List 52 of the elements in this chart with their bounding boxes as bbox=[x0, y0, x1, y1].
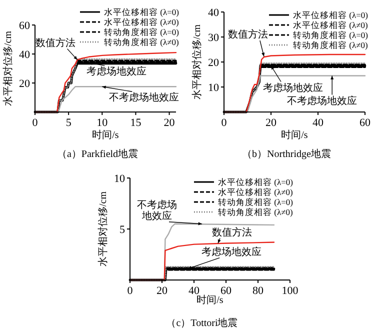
x-axis-title: 时间/s bbox=[92, 129, 119, 141]
legend-label: 转动角度相容 (λ=0) bbox=[293, 30, 368, 40]
legend-label: 水平位移相容 (λ=0) bbox=[293, 10, 368, 20]
text: （a）Parkfield地震 bbox=[56, 148, 138, 160]
x-tick-label: 5 bbox=[66, 117, 72, 129]
text: （b）Northridge地震 bbox=[242, 148, 331, 160]
legend-label: 转动角度相容 (λ=0) bbox=[218, 197, 294, 207]
annotation: 数值方法 bbox=[228, 28, 268, 40]
y-tick-label: 10 bbox=[208, 82, 220, 94]
x-tick-label: 20 bbox=[164, 117, 176, 129]
text: （c）Tottori地震 bbox=[166, 317, 238, 329]
x-tick-label: 60 bbox=[360, 117, 371, 129]
y-axis-title: 水平相对位移/cm bbox=[2, 30, 14, 106]
x-tick-label: 40 bbox=[188, 285, 200, 297]
annotation: 不考虑场地效应 bbox=[109, 92, 180, 104]
x-tick-label: 15 bbox=[130, 117, 142, 129]
legend-label: 水平位移相容 (λ≠0) bbox=[218, 187, 293, 197]
y-tick-label: 30 bbox=[208, 32, 220, 44]
y-tick-label: 60 bbox=[19, 20, 30, 32]
x-axis-title: 时间/s bbox=[196, 294, 224, 306]
annotation: 考虑场地效应 bbox=[86, 66, 147, 78]
x-tick-label: 100 bbox=[282, 285, 299, 297]
y-tick-label: 40 bbox=[19, 49, 30, 61]
x-tick-label: 10 bbox=[96, 117, 108, 129]
x-tick-label: 20 bbox=[156, 285, 168, 297]
x-tick-label: 0 bbox=[127, 285, 134, 297]
x-tick-label: 0 bbox=[32, 117, 38, 129]
annotation: 数值方法 bbox=[212, 226, 252, 238]
x-tick-label: 60 bbox=[220, 285, 232, 297]
x-tick-label: 0 bbox=[221, 117, 228, 129]
y-axis-title: 水平相对位移/cm bbox=[191, 24, 203, 100]
legend-label: 水平位移相容 (λ≠0) bbox=[104, 17, 179, 27]
legend-label: 转动角度相容 (λ≠0) bbox=[293, 40, 368, 50]
legend-label: 转动角度相容 (λ≠0) bbox=[218, 207, 293, 217]
y-axis-title: 水平相对位移/cm bbox=[97, 191, 109, 266]
legend-label: 转动角度相容 (λ=0) bbox=[104, 27, 180, 37]
legend-label: 水平位移相容 (λ≠0) bbox=[293, 20, 368, 30]
x-tick-label: 80 bbox=[252, 285, 264, 297]
annotation: 考虑场地效应 bbox=[263, 82, 323, 94]
legend-label: 转动角度相容 (λ≠0) bbox=[104, 37, 179, 47]
x-tick-label: 40 bbox=[312, 117, 324, 129]
legend-label: 水平位移相容 (λ=0) bbox=[104, 7, 180, 17]
annotation: 考虑场地效应 bbox=[202, 246, 262, 258]
annotation: 不考虑场地效应 bbox=[137, 198, 177, 222]
x-axis-title: 时间/s bbox=[281, 129, 308, 141]
annotation: 数值方法 bbox=[35, 36, 76, 49]
legend-label: 水平位移相容 (λ=0) bbox=[218, 177, 294, 187]
y-tick-label: 20 bbox=[19, 78, 30, 90]
y-tick-label: 20 bbox=[208, 57, 220, 69]
x-tick-label: 20 bbox=[266, 117, 277, 129]
y-tick-label: 40 bbox=[208, 7, 220, 19]
annotation: 不考虑场地效应 bbox=[287, 94, 358, 107]
